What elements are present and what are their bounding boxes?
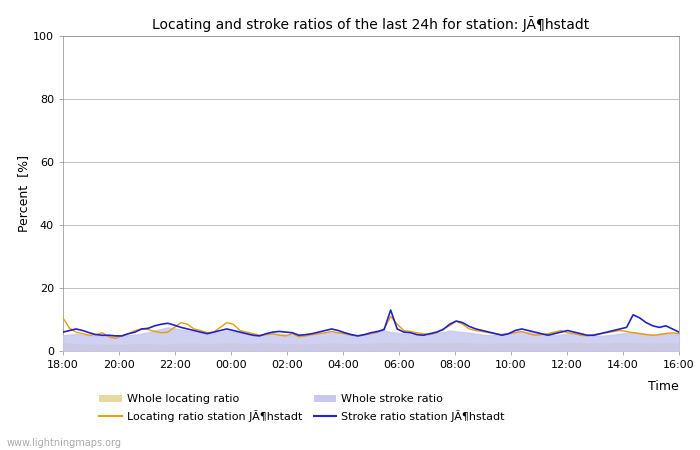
- Text: Time: Time: [648, 380, 679, 393]
- Title: Locating and stroke ratios of the last 24h for station: JÃ¶hstadt: Locating and stroke ratios of the last 2…: [153, 16, 589, 32]
- Legend: Whole locating ratio, Locating ratio station JÃ¶hstadt, Whole stroke ratio, Stro: Whole locating ratio, Locating ratio sta…: [99, 394, 505, 422]
- Y-axis label: Percent  [%]: Percent [%]: [18, 155, 30, 232]
- Text: www.lightningmaps.org: www.lightningmaps.org: [7, 438, 122, 448]
